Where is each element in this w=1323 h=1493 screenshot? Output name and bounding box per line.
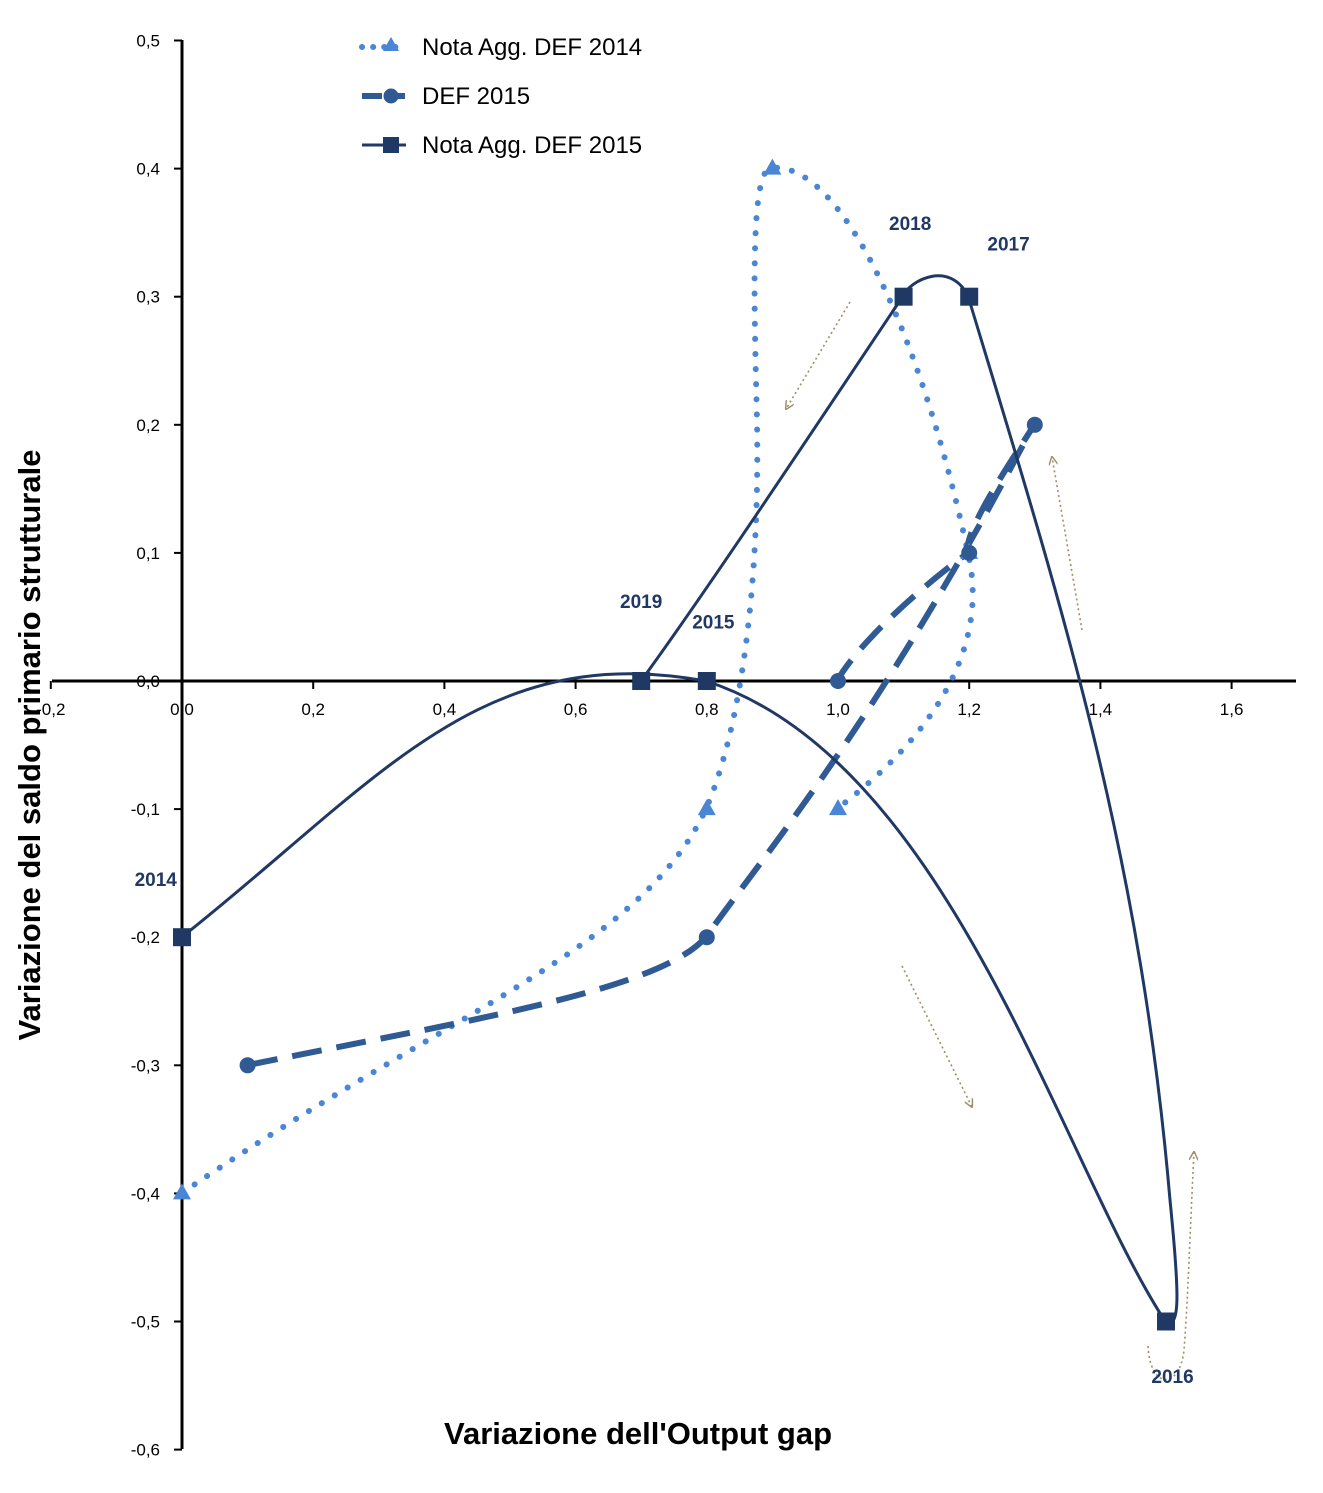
nota-agg-def-2015-point [960, 287, 979, 306]
y-tick-label: 0,3 [136, 288, 160, 307]
legend-label: Nota Agg. DEF 2014 [422, 34, 642, 61]
x-tick-label: -0,2 [36, 700, 65, 719]
nota-agg-def-2014-point [697, 799, 716, 816]
x-tick-label: 0,6 [564, 700, 588, 719]
year-label-2016: 2016 [1151, 1367, 1193, 1388]
nota-agg-def-2015-point [697, 672, 716, 690]
legend-label: Nota Agg. DEF 2015 [422, 132, 642, 159]
x-tick-label: 1,2 [957, 700, 981, 719]
arrow-up-curved [1147, 1152, 1194, 1381]
def-2015-point [830, 673, 846, 689]
year-label-2018: 2018 [889, 214, 931, 235]
x-tick-label: 0,4 [433, 700, 457, 719]
nota-agg-def-2015-point [1157, 1312, 1175, 1331]
nota-agg-def-2015-point [632, 672, 651, 690]
x-tick-label: 0,2 [301, 700, 325, 719]
series-lines [179, 164, 1179, 1324]
arrow-down-left [786, 301, 851, 409]
year-label-2014: 2014 [135, 870, 178, 891]
y-tick-label: -0,3 [131, 1056, 160, 1075]
x-ticks: -0,2 0,0 0,2 0,4 0,6 0,8 1,0 1,2 1,4 1,6 [36, 681, 1243, 719]
y-tick-label: -0,5 [131, 1313, 160, 1332]
nota-agg-def-2014-point [829, 799, 847, 816]
x-tick-label: 1,0 [826, 700, 850, 719]
def-2015-point [961, 544, 978, 561]
y-tick-label: 0,2 [136, 416, 160, 435]
markers [173, 158, 1175, 1331]
y-ticks: 0,5 0,4 0,3 0,2 0,1 0,0 -0,1 -0,2 -0,3 -0,4 -0,5 -0… [131, 32, 182, 1460]
legend-square-marker [383, 137, 399, 153]
x-tick-label: 1,6 [1220, 700, 1244, 719]
legend-circle-marker [383, 88, 399, 104]
def-2015-point [698, 929, 715, 946]
nota-agg-def-2014-point [763, 158, 782, 175]
y-axis-title: Variazione del saldo primario struttural… [12, 450, 47, 1041]
y-tick-label: -0,2 [131, 928, 160, 947]
legend-triangle-marker [383, 37, 399, 51]
y-tick-label: 0,4 [136, 160, 160, 179]
y-tick-label: 0,1 [136, 544, 160, 563]
x-tick-label: 0,8 [695, 700, 719, 719]
annotations: 2014 2015 2016 2017 2018 2019 [135, 214, 1194, 1388]
y-tick-label: -0,4 [131, 1184, 160, 1203]
axes: -0,2 0,0 0,2 0,4 0,6 0,8 1,0 1,2 1,4 1,6 0,50,40,… [36, 32, 1296, 1460]
x-tick-label: 1,4 [1089, 700, 1113, 719]
def-2015-point [1026, 416, 1043, 433]
x-tick-label: 0,0 [170, 700, 194, 719]
year-label-2017: 2017 [987, 235, 1029, 256]
legend-label: DEF 2015 [422, 83, 530, 110]
y-tick-label: 0,5 [136, 32, 160, 51]
series-line-def-2015 [247, 420, 1038, 1068]
y-tick-label: -0,6 [131, 1441, 160, 1460]
legend: Nota Agg. DEF 2014 DEF 2015 Nota Agg. DE… [359, 34, 642, 159]
nota-agg-def-2014-point [173, 1183, 191, 1200]
year-label-2015: 2015 [692, 612, 735, 633]
nota-agg-def-2015-point [173, 928, 191, 947]
legend-item-nota-agg-def-2015: Nota Agg. DEF 2015 [362, 132, 642, 159]
y-tick-label: -0,1 [131, 800, 160, 819]
arrow-down-right [901, 965, 972, 1107]
arrow-up [1052, 457, 1083, 631]
direction-arrows [786, 301, 1194, 1381]
series-line-nota-agg-def-2014 [179, 164, 976, 1196]
x-axis-title: Variazione dell'Output gap [444, 1416, 832, 1451]
y-tick-label: 0,0 [136, 672, 160, 691]
legend-item-def-2015: DEF 2015 [362, 83, 530, 110]
def-2015-point [239, 1057, 256, 1074]
year-label-2019: 2019 [620, 592, 662, 613]
nota-agg-def-2015-point [894, 287, 913, 306]
legend-item-nota-agg-def-2014: Nota Agg. DEF 2014 [359, 34, 642, 61]
